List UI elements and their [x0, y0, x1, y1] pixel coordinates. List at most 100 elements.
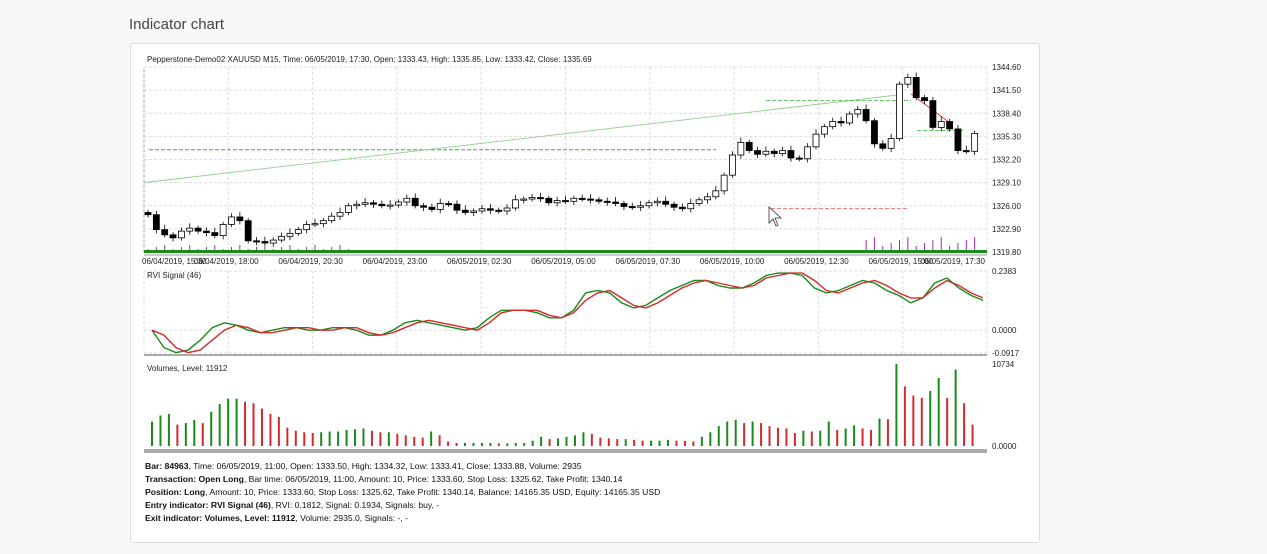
candle: [152, 214, 160, 231]
candle: [253, 240, 260, 243]
candle: [370, 202, 377, 205]
candle: [612, 201, 620, 204]
candle: [896, 83, 903, 140]
info-line-transaction: Transaction: Open Long, Bar time: 06/05/…: [145, 474, 623, 484]
candle: [278, 235, 286, 241]
candle: [971, 132, 979, 152]
candle: [461, 209, 469, 213]
indicator-chart[interactable]: Pepperstone-Demo02 XAUUSD M15, Time: 06/…: [131, 44, 1041, 544]
candle: [211, 232, 219, 236]
candle: [795, 157, 803, 160]
candle: [595, 199, 603, 202]
candle: [336, 212, 344, 217]
candle: [178, 230, 185, 239]
info-line-exit-indicator: Exit indicator: Volumes, Level: 11912, V…: [145, 513, 409, 523]
candle: [745, 141, 753, 151]
candle: [812, 133, 820, 148]
candle: [754, 150, 761, 155]
candle: [879, 143, 887, 149]
price-tick-label: 1332.20: [992, 156, 1021, 165]
price-tick-label: 1341.50: [992, 86, 1021, 95]
candle: [854, 109, 862, 115]
price-tick-label: 1329.10: [992, 179, 1021, 188]
info-line-entry-indicator: Entry indicator: RVI Signal (46), RVI: 0…: [145, 500, 440, 510]
chart-header: Pepperstone-Demo02 XAUUSD M15, Time: 06/…: [147, 55, 592, 64]
candle: [904, 77, 912, 85]
candle: [862, 109, 870, 122]
candle: [311, 223, 319, 226]
time-tick-label: 06/05/2019, 10:00: [700, 257, 765, 266]
candle: [528, 197, 536, 200]
rvi-pane-title: RVI Signal (46): [147, 271, 201, 280]
candle: [937, 121, 945, 128]
volume-tick-label: 0.0000: [992, 442, 1017, 451]
candle: [628, 206, 636, 209]
candle: [503, 207, 511, 212]
rvi-tick-label: -0.0917: [992, 349, 1020, 358]
candle: [303, 223, 311, 231]
candle: [679, 206, 686, 210]
candle: [244, 220, 252, 242]
candle: [511, 199, 519, 209]
candle: [637, 205, 645, 208]
candle: [921, 97, 928, 101]
volume-tick-label: 10734: [992, 360, 1015, 369]
price-tick-label: 1322.90: [992, 225, 1021, 234]
candle: [294, 229, 302, 234]
candle: [428, 206, 436, 210]
candle: [645, 202, 653, 207]
candle: [386, 204, 394, 207]
candle: [420, 205, 427, 208]
candle: [436, 203, 444, 210]
candle: [603, 200, 611, 203]
candle: [762, 150, 770, 155]
candle: [962, 150, 970, 153]
bar-info: Bar: 84963, Time: 06/05/2019, 11:00, Ope…: [145, 460, 660, 525]
time-tick-label: 06/05/2019, 07:30: [616, 257, 681, 266]
candle: [203, 230, 210, 234]
volume-strip: [144, 250, 987, 253]
candle: [537, 197, 544, 200]
candle: [887, 138, 895, 149]
candle: [587, 198, 594, 201]
time-tick-label: 06/04/2019, 15:30: [142, 257, 207, 266]
candle: [562, 200, 569, 203]
candle: [695, 199, 703, 204]
rvi-series-signal: [151, 272, 984, 354]
candle: [478, 208, 486, 212]
chart-panel: Pepperstone-Demo02 XAUUSD M15, Time: 06/…: [130, 43, 1040, 543]
candle: [144, 212, 152, 216]
candle: [578, 197, 586, 200]
candle: [261, 241, 269, 244]
rvi-tick-label: 0.2383: [992, 267, 1017, 276]
candle: [729, 154, 736, 176]
candle: [770, 150, 778, 154]
candle: [361, 202, 369, 205]
candle: [194, 227, 202, 232]
candle: [946, 121, 953, 130]
candle: [820, 126, 828, 135]
candle: [787, 150, 795, 159]
mouse-cursor-icon: [768, 206, 783, 227]
time-tick-label: 06/05/2019, 02:30: [447, 257, 512, 266]
candle: [620, 203, 628, 207]
candle: [219, 223, 227, 236]
candle: [954, 128, 962, 151]
candle: [378, 203, 386, 207]
candle: [169, 234, 177, 239]
candle: [520, 198, 528, 201]
candle: [470, 210, 478, 213]
price-tick-label: 1344.60: [992, 63, 1021, 72]
candle: [186, 227, 194, 232]
rvi-tick-label: 0.0000: [992, 326, 1017, 335]
candle: [353, 203, 361, 207]
candle: [662, 200, 670, 205]
candle: [837, 121, 845, 124]
candle: [804, 146, 812, 160]
rvi-series-rvi: [151, 272, 984, 354]
time-tick-label: 06/05/2019, 15:00: [868, 257, 933, 266]
candle: [829, 121, 837, 128]
time-tick-label: 06/04/2019, 20:30: [278, 257, 343, 266]
candle: [553, 200, 561, 204]
candle: [912, 77, 920, 98]
